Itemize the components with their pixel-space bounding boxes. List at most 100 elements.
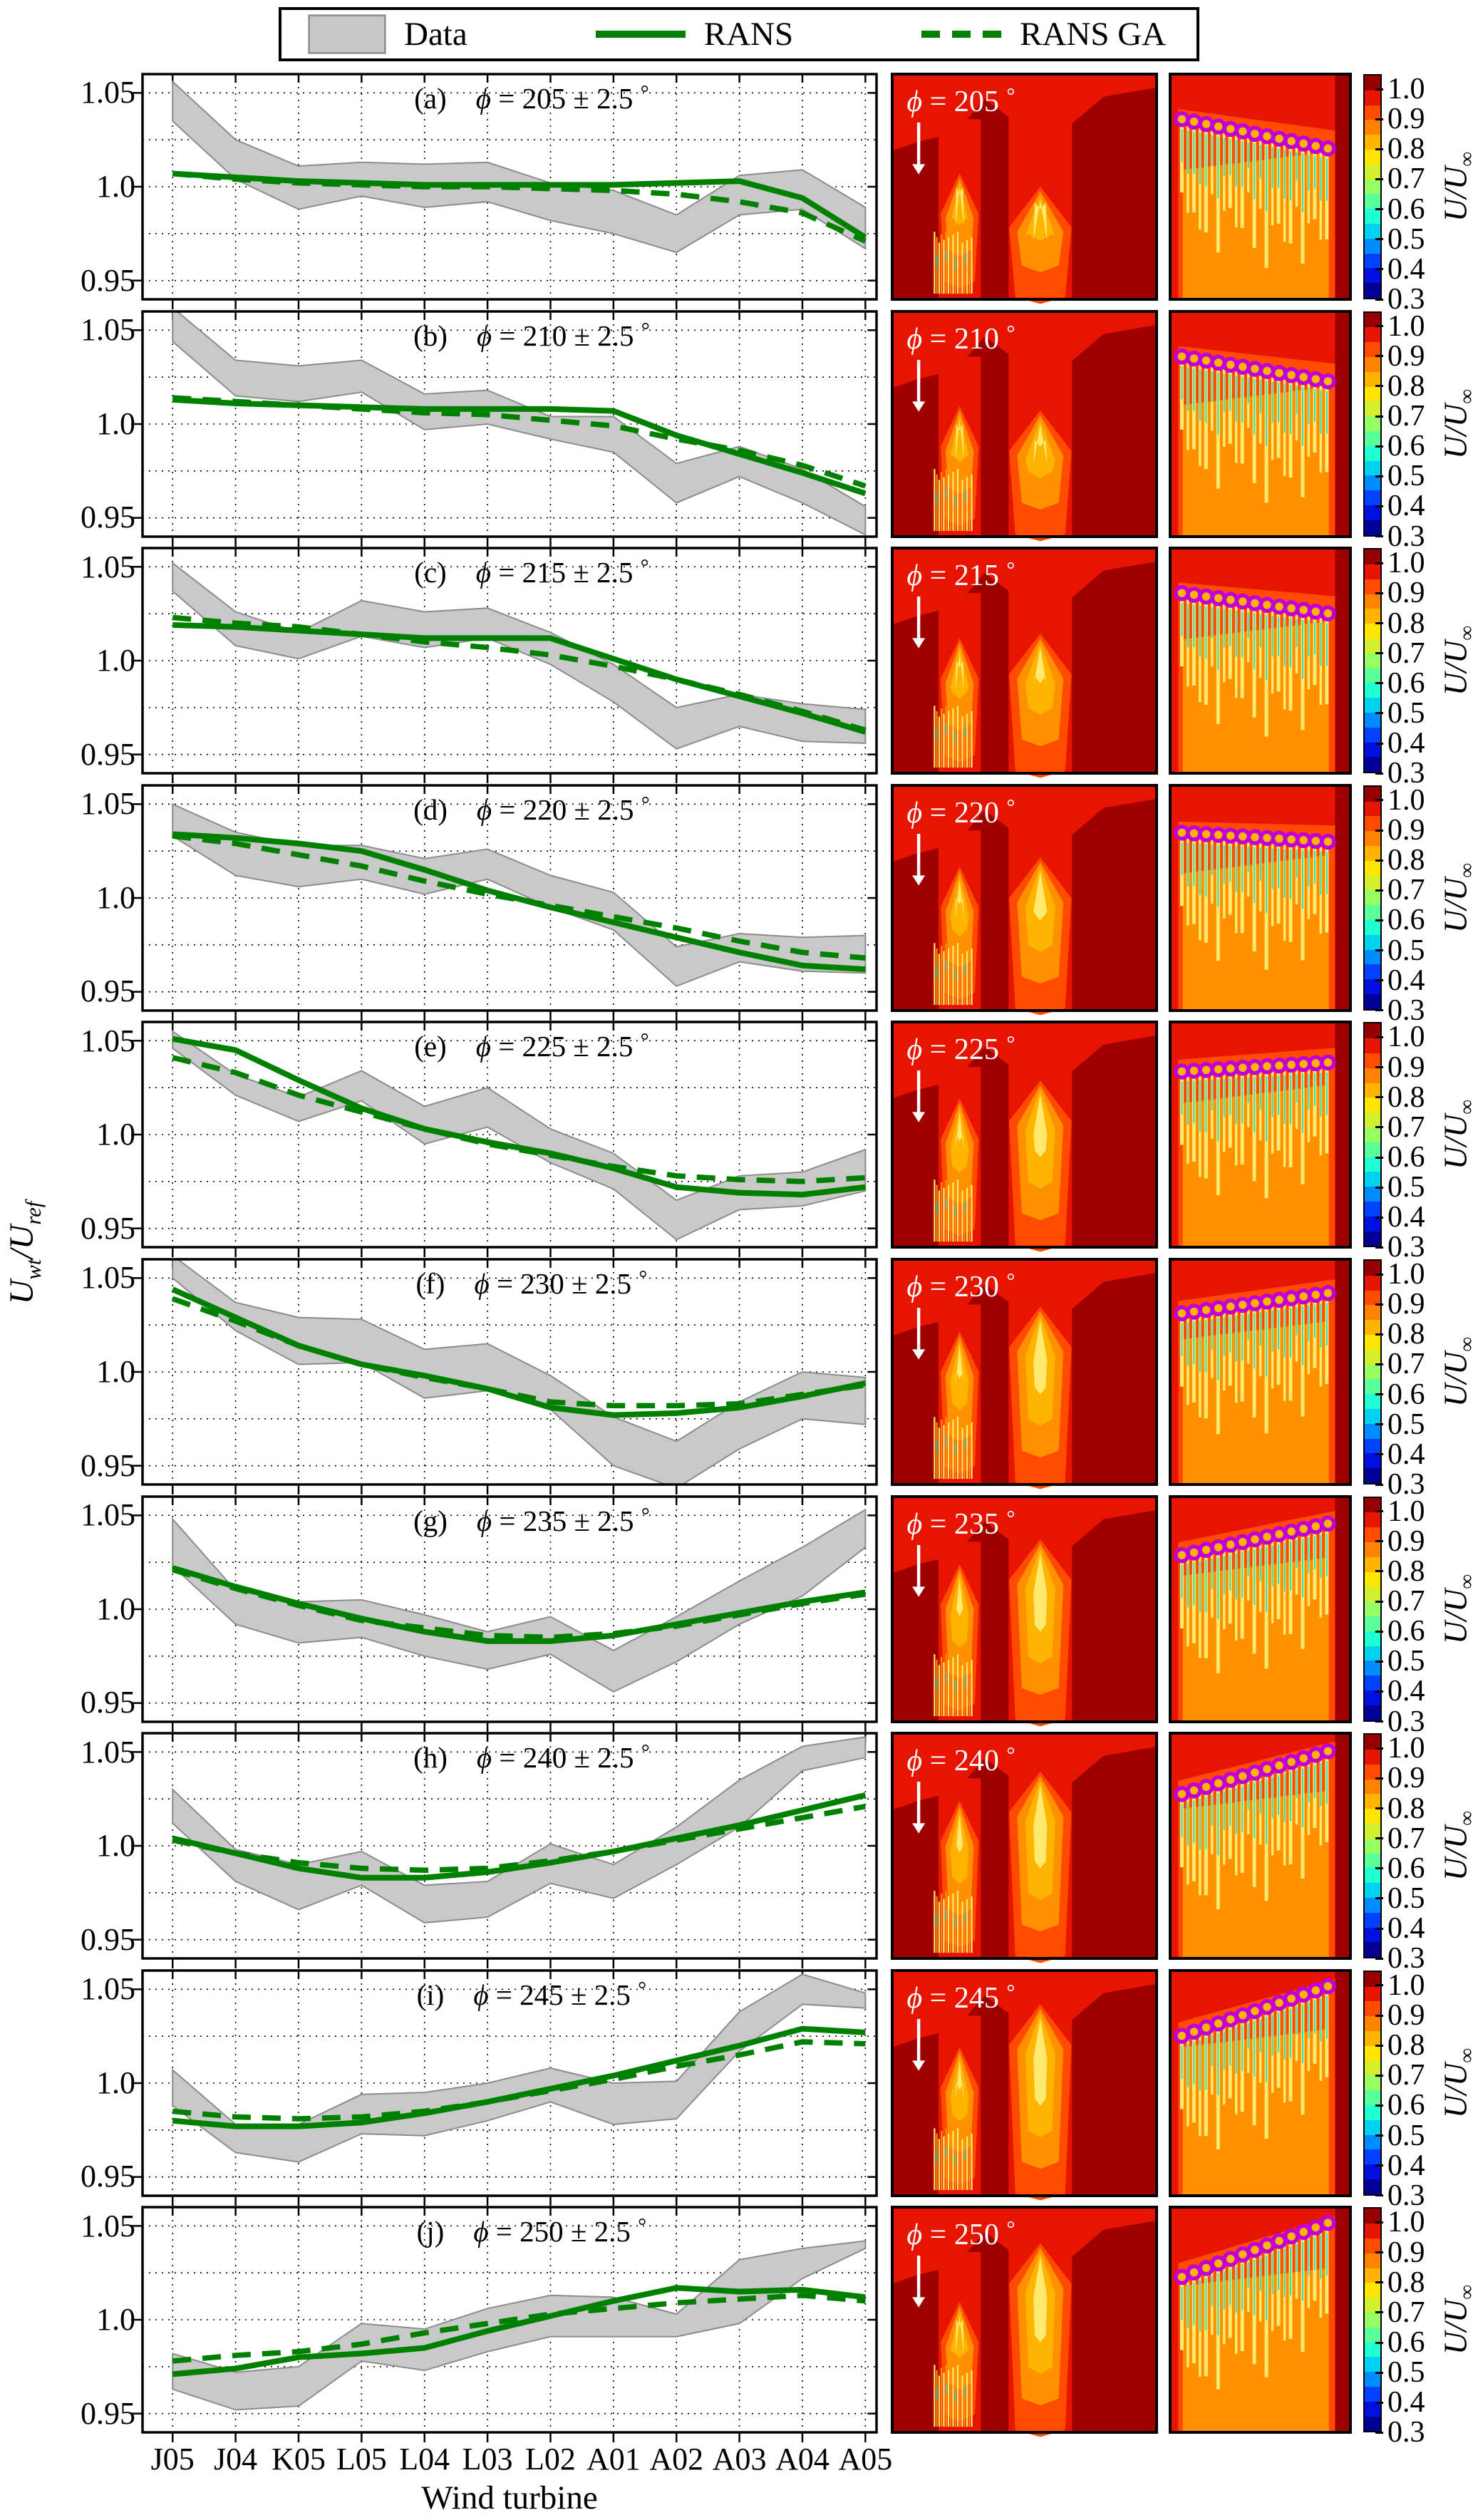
flow-map-i: ϕ = 245 °	[891, 1968, 1158, 2201]
wake-map-b	[1169, 309, 1352, 538]
colorbar-tickmark-j-0.9	[1375, 2251, 1383, 2254]
colorbar-tickmark-i-0.7	[1375, 2074, 1383, 2077]
chart-j: (j) ϕ = 250 ± 2.5 °	[131, 2206, 878, 2443]
flow-map-phi-label-b: ϕ = 210 °	[906, 321, 1015, 356]
colorbar-tickmark-g-0.7	[1375, 1600, 1383, 1603]
turbine-marker-g-3	[1210, 1539, 1226, 1555]
colorbar-ticklabel-e-0.4: 0.4	[1387, 1201, 1425, 1234]
colorbar-ticklabel-g-0.3: 0.3	[1387, 1705, 1425, 1738]
colorbar-ticklabel-f-0.4: 0.4	[1387, 1437, 1425, 1471]
colorbar-ticklabel-a-0.9: 0.9	[1387, 103, 1425, 136]
colorbar-ticklabel-a-0.7: 0.7	[1387, 162, 1425, 196]
colorbar-tickmark-j-0.8	[1375, 2281, 1383, 2284]
ytick-0.95-row-b: 0.95	[81, 500, 135, 535]
colorbar-ticklabel-j-0.6: 0.6	[1387, 2326, 1425, 2359]
flow-map-phi-label-i: ϕ = 245 °	[906, 1981, 1015, 2015]
colorbar-tickmark-a-1.0	[1375, 88, 1383, 91]
turbine-marker-a-11	[1308, 138, 1324, 155]
colorbar-ticklabel-g-0.9: 0.9	[1387, 1524, 1425, 1558]
colorbar-tickmark-h-0.8	[1375, 1807, 1383, 1810]
turbine-marker-b-10	[1295, 368, 1312, 386]
colorbar-ticklabel-d-0.3: 0.3	[1387, 993, 1425, 1027]
colorbar-tickmark-i-0.5	[1375, 2134, 1383, 2137]
colorbar-ticklabel-e-0.7: 0.7	[1387, 1110, 1425, 1144]
ytick-1.05-row-e: 1.05	[81, 1023, 135, 1058]
colorbar-tickmark-d-1.0	[1375, 799, 1383, 802]
ytick-0.95-row-f: 0.95	[81, 1447, 135, 1483]
colorbar-tickmark-d-0.5	[1375, 949, 1383, 952]
colorbar-tickmark-i-1.0	[1375, 1984, 1383, 1987]
legend-label-rans-ga: RANS GA	[1020, 16, 1167, 53]
colorbar-tickmark-e-0.4	[1375, 1216, 1383, 1219]
turbine-marker-b-1	[1186, 350, 1202, 366]
flow-map-phi-label-h: ϕ = 240 °	[906, 1743, 1015, 1777]
colorbar-ticklabel-c-0.6: 0.6	[1387, 666, 1425, 700]
subplot-title-h: (h) ϕ = 240 ± 2.5 °	[413, 1740, 650, 1774]
rans-line-h	[172, 1792, 867, 1881]
turbine-marker-a-5	[1234, 123, 1251, 140]
colorbar-ticklabel-h-0.9: 0.9	[1387, 1762, 1425, 1795]
turbine-marker-c-1	[1186, 587, 1202, 604]
chart-d: (d) ϕ = 220 ± 2.5 °	[131, 784, 878, 1021]
colorbar-ticklabel-i-0.8: 0.8	[1387, 2029, 1425, 2062]
flow-map-phi-label-g: ϕ = 235 °	[906, 1507, 1015, 1541]
colorbar-tickmark-c-0.6	[1375, 682, 1383, 685]
legend-item-data: Data	[309, 15, 467, 53]
colorbar-tickmark-g-0.9	[1375, 1540, 1383, 1543]
colorbar-tickmark-f-0.5	[1375, 1423, 1383, 1426]
turbine-marker-g-9	[1283, 1523, 1300, 1539]
xtick-J05: J05	[150, 2442, 195, 2477]
turbine-marker-a-7	[1258, 128, 1276, 145]
colorbar-tickmark-c-0.3	[1375, 772, 1383, 775]
ytick-0.95-row-a: 0.95	[81, 262, 135, 298]
ytick-1.05-row-h: 1.05	[81, 1734, 135, 1770]
colorbar-ticklabel-e-0.8: 0.8	[1387, 1080, 1425, 1114]
flow-map-g: ϕ = 235 °	[891, 1494, 1158, 1726]
colorbar-tickmark-c-0.4	[1375, 742, 1383, 745]
turbine-marker-g-2	[1198, 1542, 1214, 1558]
colorbar-axis-label-h: U/U∞	[1437, 1811, 1473, 1881]
colorbar-tickmark-i-0.6	[1375, 2104, 1383, 2107]
colorbar-a	[1363, 74, 1382, 299]
ytick-1.0-row-d: 1.0	[96, 879, 135, 915]
turbine-marker-f-11	[1308, 1286, 1324, 1303]
turbine-marker-b-4	[1222, 356, 1239, 373]
turbine-marker-g-7	[1258, 1528, 1276, 1545]
chart-b: (b) ϕ = 210 ± 2.5 °	[131, 309, 878, 547]
rans-line-f	[171, 1286, 867, 1418]
rans-line-j	[172, 2285, 866, 2377]
turbine-marker-c-3	[1210, 590, 1226, 606]
colorbar-ticklabel-b-0.5: 0.5	[1387, 460, 1425, 493]
colorbar-tickmark-b-0.5	[1375, 475, 1383, 477]
rans-line-e	[172, 1036, 866, 1198]
colorbar-ticklabel-h-0.5: 0.5	[1387, 1881, 1425, 1915]
rans-line-swatch	[595, 31, 686, 38]
colorbar-tickmark-d-0.7	[1375, 889, 1383, 892]
x-axis-title: Wind turbine	[421, 2479, 598, 2516]
ytick-1.05-row-f: 1.05	[81, 1260, 135, 1296]
subplot-title-f: (f) ϕ = 230 ± 2.5 °	[415, 1266, 647, 1300]
chart-c: (c) ϕ = 215 ± 2.5 °	[131, 547, 878, 784]
colorbar-ticklabel-a-0.6: 0.6	[1387, 192, 1425, 226]
turbine-marker-b-11	[1308, 371, 1324, 387]
xtick-J04: J04	[214, 2442, 258, 2477]
colorbar-ticklabel-a-0.8: 0.8	[1387, 133, 1425, 166]
colorbar-ticklabel-f-0.3: 0.3	[1387, 1468, 1425, 1501]
colorbar-tickmark-b-0.9	[1375, 355, 1383, 358]
turbine-marker-b-2	[1198, 352, 1214, 368]
wake-map-g	[1169, 1494, 1352, 1723]
colorbar-ticklabel-j-0.3: 0.3	[1387, 2416, 1425, 2449]
colorbar-tickmark-j-1.0	[1375, 2221, 1383, 2224]
ytick-0.95-row-i: 0.95	[81, 2159, 135, 2194]
colorbar-tickmark-d-0.6	[1375, 919, 1383, 921]
colorbar-i	[1363, 1970, 1382, 2196]
rans-ga-line-i	[172, 2039, 866, 2122]
turbine-marker-a-4	[1222, 120, 1239, 138]
colorbar-ticklabel-c-0.8: 0.8	[1387, 606, 1425, 640]
colorbar-g	[1363, 1496, 1382, 1722]
colorbar-ticklabel-a-1.0: 1.0	[1387, 73, 1425, 106]
xtick-A03: A03	[712, 2442, 767, 2477]
colorbar-tickmark-a-0.9	[1375, 118, 1383, 120]
colorbar-ticklabel-j-0.7: 0.7	[1387, 2296, 1425, 2329]
colorbar-ticklabel-c-0.5: 0.5	[1387, 696, 1425, 730]
